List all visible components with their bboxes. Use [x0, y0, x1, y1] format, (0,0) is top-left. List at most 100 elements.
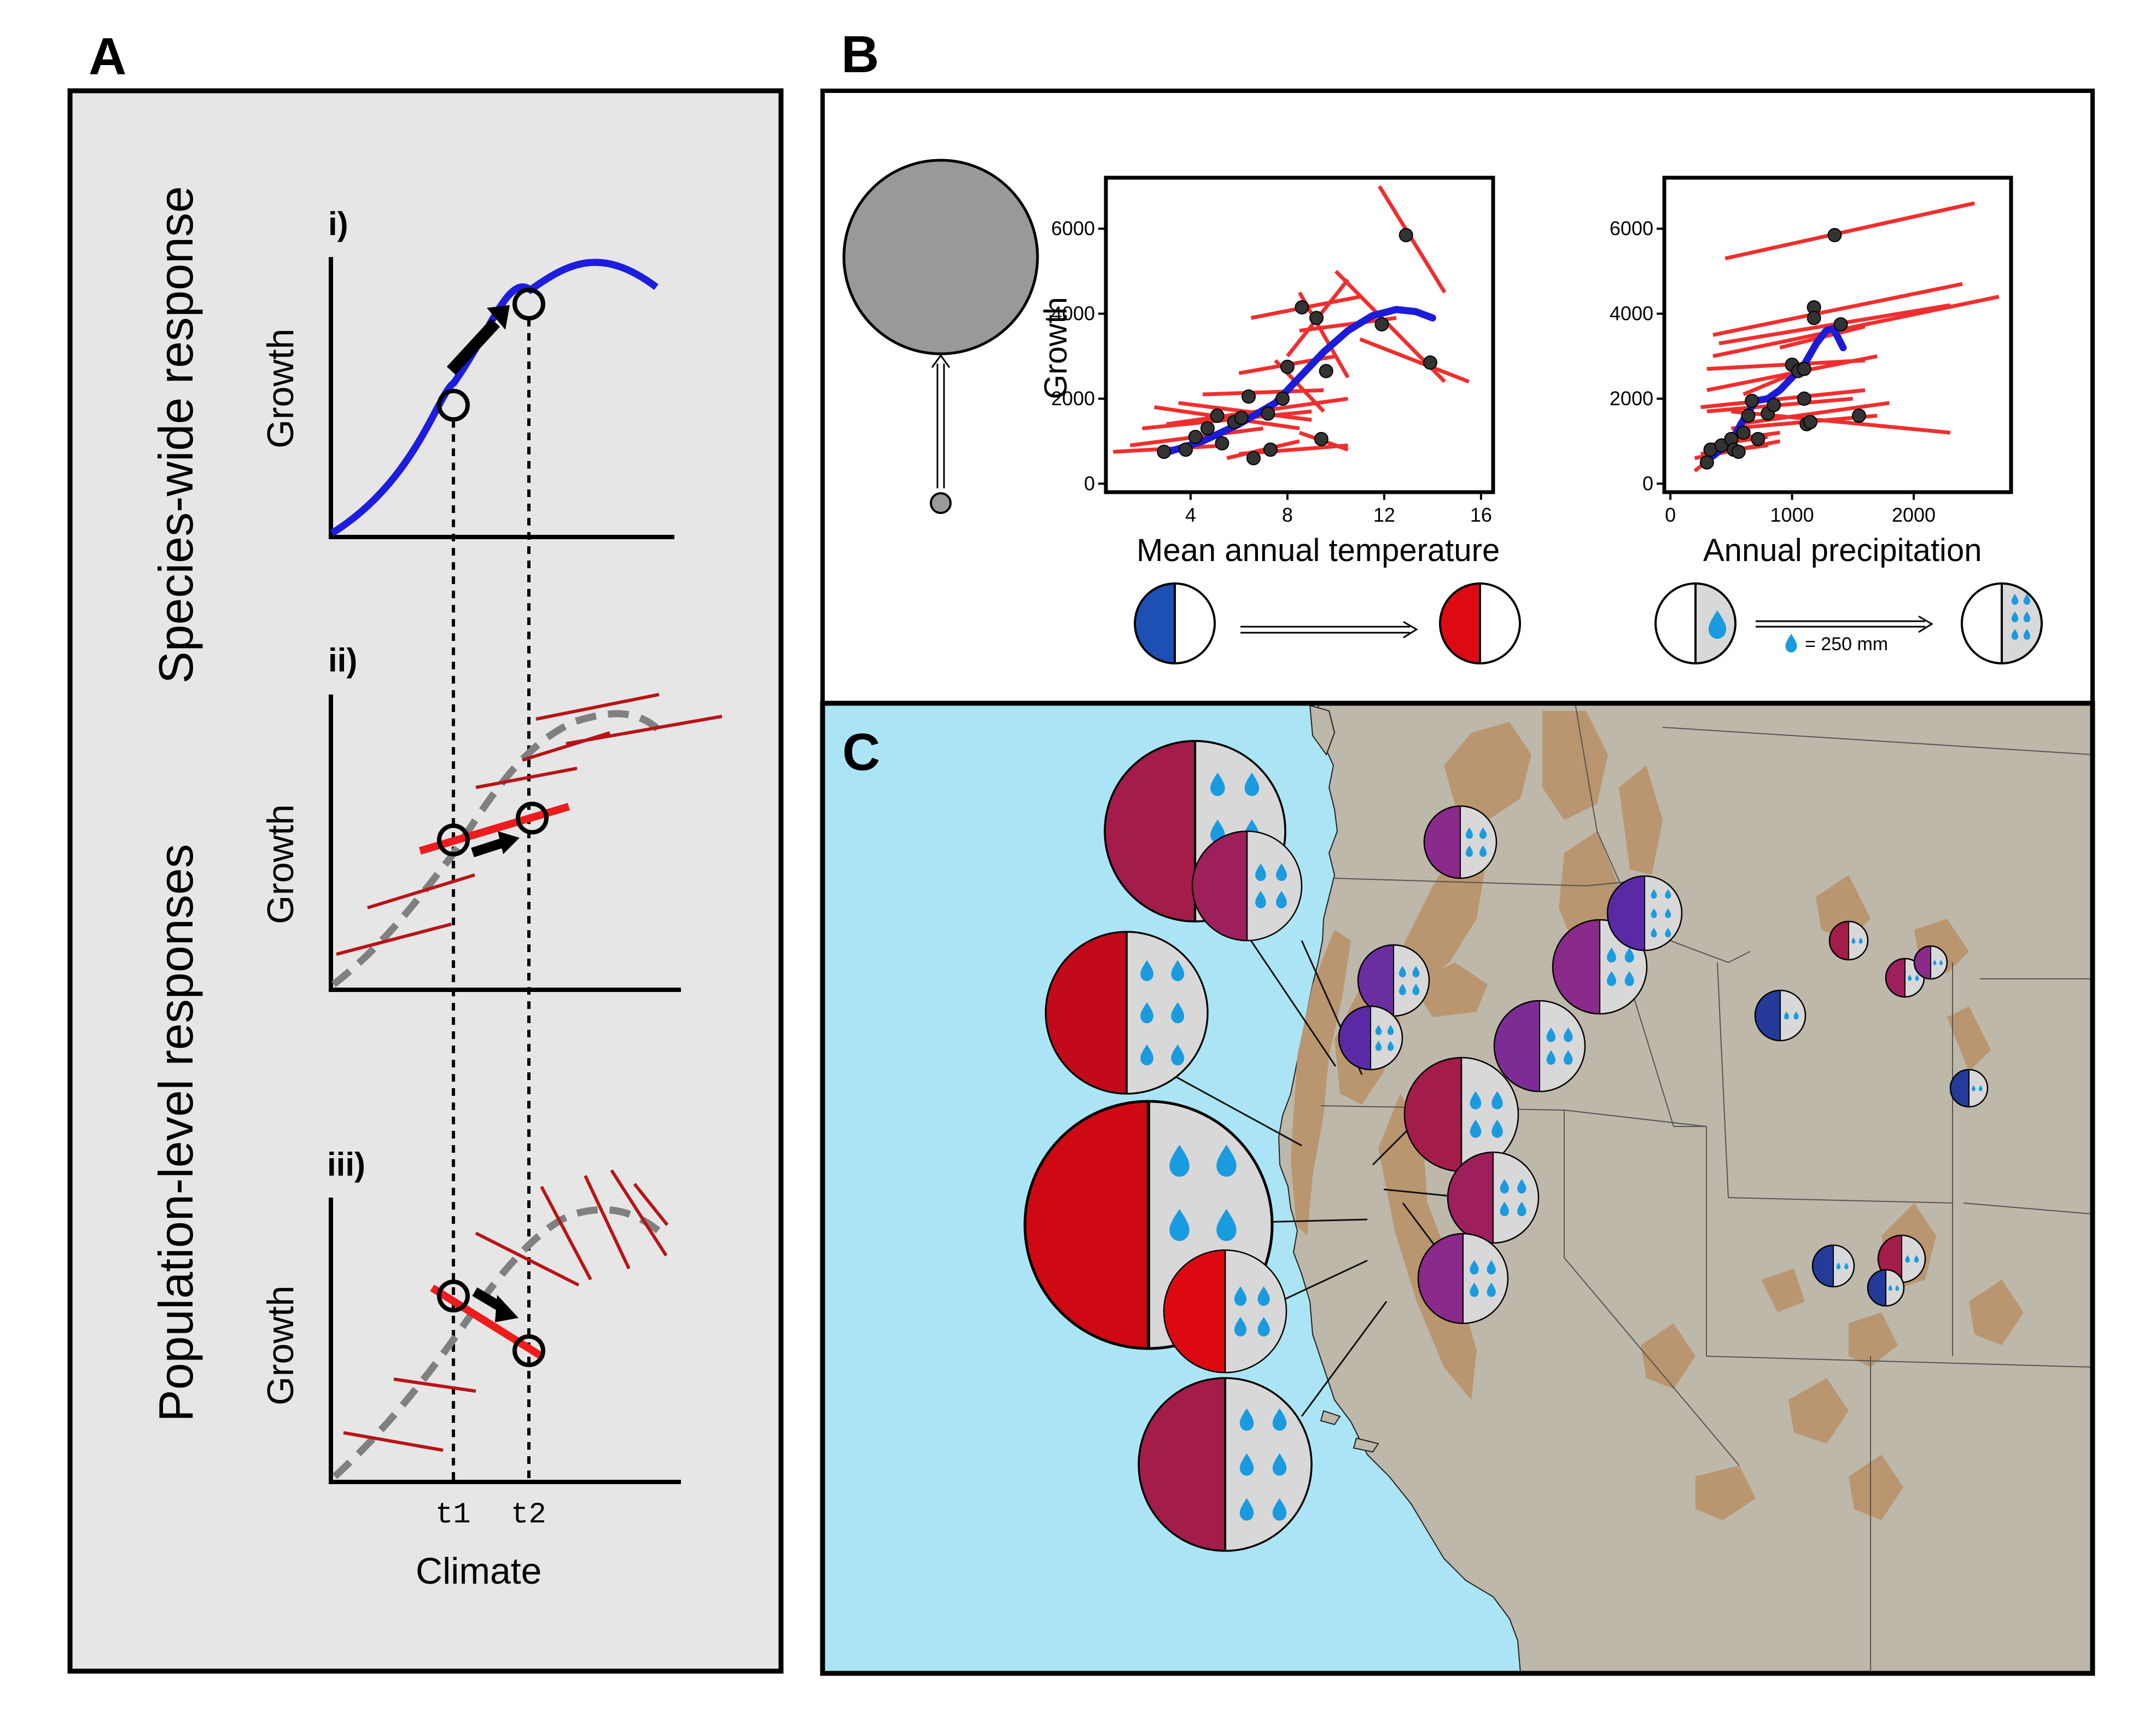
temperature-data-point — [1215, 436, 1229, 451]
species-arrow — [446, 318, 500, 375]
subplot-iii: iii) Growth — [260, 1146, 681, 1484]
site-ring — [1138, 1377, 1313, 1552]
temperature-xtick-label: 16 — [1470, 504, 1492, 526]
elevation-patch — [1788, 1378, 1849, 1444]
temperature-data-point — [1179, 442, 1193, 457]
subplot-ii-axes — [329, 694, 681, 992]
site-symbol — [1447, 1151, 1540, 1244]
temperature-population-slope — [1359, 337, 1470, 384]
site-ring — [1045, 931, 1209, 1095]
elevation-patch — [1969, 1280, 2024, 1345]
site-symbol — [1867, 1269, 1905, 1307]
precipitation-population-slope — [1712, 295, 2000, 358]
precipitation-ytick-label: 0 — [1642, 472, 1653, 494]
t2-point-i — [512, 288, 545, 320]
site-temperature-half — [1914, 946, 1931, 979]
state-border — [1662, 727, 2093, 755]
site-temperature-half — [1339, 1006, 1371, 1070]
wet-symbol — [1961, 582, 2043, 664]
wet-symbol-fill — [2002, 583, 2042, 663]
temperature-data-point — [1275, 392, 1290, 406]
population-line — [566, 715, 722, 745]
site-temperature-half — [1025, 1101, 1149, 1349]
site-ring — [1754, 989, 1807, 1042]
precipitation-xtick-label: 0 — [1665, 504, 1676, 526]
site-ring — [1338, 1005, 1403, 1071]
island — [1309, 704, 1336, 756]
site-symbol — [1493, 1000, 1586, 1093]
site-symbol — [1754, 989, 1807, 1042]
elevation-patch — [1291, 930, 1351, 1236]
temperature-data-point — [1188, 429, 1203, 444]
site-ring — [1104, 740, 1286, 923]
t2-point-iii — [512, 1334, 545, 1367]
population-line — [367, 873, 475, 909]
wet-symbol-ring — [1961, 582, 2043, 664]
site-temperature-half — [1358, 945, 1394, 1016]
site-temperature-half — [1405, 1058, 1461, 1171]
precipitation-data-point — [1851, 408, 1866, 423]
precip-arrow-head — [1918, 615, 1933, 633]
small-size-circle — [930, 492, 952, 514]
species-arrow-head — [487, 305, 510, 330]
warm-symbol-ring — [1439, 582, 1521, 664]
temperature-data-point — [1314, 431, 1328, 446]
warm-symbol-fill — [1440, 583, 1480, 663]
subplot-i-ylabel: Growth — [260, 329, 301, 448]
t1-point-i — [437, 389, 470, 422]
panel-a-letter: A — [89, 27, 126, 86]
subplot-i-label: i) — [328, 206, 348, 242]
temperature-data-point — [1200, 421, 1215, 436]
site-symbol — [1403, 1057, 1519, 1172]
temp-arrow-head — [1403, 621, 1418, 639]
site-symbol — [1338, 1005, 1403, 1071]
state-border — [1564, 1110, 1740, 1466]
t1-point-iii — [437, 1280, 470, 1312]
population-line — [336, 923, 452, 956]
site-ring — [1163, 1249, 1287, 1374]
site-temperature-half — [1105, 741, 1195, 921]
precipitation-data-point — [1736, 425, 1751, 440]
elevation-patch — [1695, 1466, 1756, 1520]
temperature-chart-xlabel: Mean annual temperature — [1137, 533, 1500, 568]
site-ring — [1552, 919, 1648, 1015]
precipitation-data-point — [1797, 392, 1811, 406]
subplot-ii: ii) Growth — [260, 642, 722, 992]
temperature-data-point — [1319, 364, 1333, 378]
precipitation-data-point — [1827, 227, 1842, 242]
site-temperature-half — [1553, 920, 1600, 1014]
precipitation-data-point — [1699, 455, 1714, 470]
elevation-patch — [1849, 1312, 1898, 1367]
elevation-patches — [1291, 711, 2024, 1520]
subplot-iii-focal-line — [430, 1285, 544, 1359]
t2-label: t2 — [511, 1498, 546, 1532]
precipitation-data-point — [1797, 361, 1811, 376]
temperature-data-point — [1423, 355, 1437, 370]
island — [1353, 1437, 1379, 1453]
panel-a-frame — [67, 88, 784, 1674]
precipitation-data-point — [1741, 408, 1756, 423]
site-ring — [1447, 1151, 1540, 1244]
temperature-data-point — [1246, 451, 1261, 465]
temperature-species-fit-line — [1158, 306, 1436, 458]
site-temperature-half — [1164, 1250, 1225, 1373]
precipitation-legend: = 250 mm — [1654, 582, 2043, 664]
temperature-ytick-label: 0 — [1084, 472, 1095, 494]
state-border — [1963, 1203, 2093, 1215]
elevation-patch — [1411, 962, 1488, 1017]
panel-c-frame — [820, 701, 2095, 1676]
panel-c: C — [820, 701, 2095, 1676]
temperature-data-point — [1234, 411, 1249, 425]
elevation-patch — [1947, 1006, 1991, 1072]
temperature-ytick-label: 4000 — [1051, 302, 1095, 325]
temperature-chart: Growth Mean annual temperature 0 2000 4000… — [1038, 176, 1500, 568]
precipitation-population-slope — [1724, 201, 1976, 261]
t1-point-ii — [437, 824, 470, 856]
panel-a: Species-wide response Population-level r… — [67, 88, 784, 1674]
elevation-patch — [1641, 1323, 1695, 1389]
subplot-ii-label: ii) — [328, 642, 357, 679]
site-ring — [1913, 945, 1948, 980]
site-symbol — [1423, 805, 1497, 879]
site-ring — [1417, 1233, 1509, 1324]
